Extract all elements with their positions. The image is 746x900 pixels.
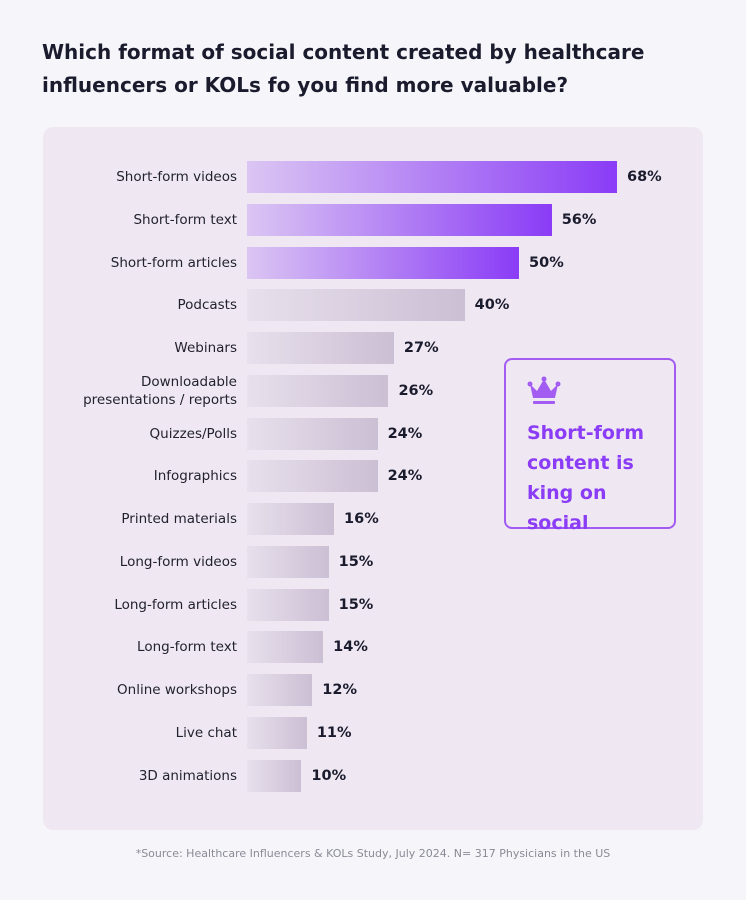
crown-icon xyxy=(527,376,561,404)
bar xyxy=(247,161,617,193)
bar xyxy=(247,716,307,749)
value-label: 50% xyxy=(529,254,564,271)
value-label: 24% xyxy=(387,425,423,442)
value-label: 11% xyxy=(316,724,352,741)
category-label: Long-form articles xyxy=(114,596,237,613)
bar xyxy=(247,588,329,621)
category-label: Short-form articles xyxy=(110,254,237,271)
value-label: 24% xyxy=(387,468,423,485)
value-label: 27% xyxy=(403,340,439,356)
category-label: Online workshops xyxy=(117,682,237,698)
category-label: 3D animations xyxy=(138,767,237,784)
bar xyxy=(247,503,335,535)
bar xyxy=(247,374,389,407)
bar xyxy=(247,674,313,706)
category-label: Short-form videos xyxy=(116,169,237,185)
category-label: Quizzes/Polls xyxy=(149,425,237,442)
bar xyxy=(247,246,520,279)
bar xyxy=(247,545,329,578)
category-label: Short-form text xyxy=(133,211,237,228)
chart-title: Which format of social content created b… xyxy=(42,40,645,97)
value-label: 68% xyxy=(627,169,662,185)
bar xyxy=(247,417,378,450)
value-label: 10% xyxy=(311,767,347,784)
category-label: Printed materials xyxy=(121,511,237,527)
value-label: 12% xyxy=(322,682,357,698)
bar xyxy=(247,759,302,792)
bar xyxy=(247,460,378,493)
category-label: Podcasts xyxy=(177,297,237,314)
value-label: 16% xyxy=(344,511,379,527)
category-label: Infographics xyxy=(153,468,237,485)
category-label: Webinars xyxy=(174,340,237,356)
category-label: Downloadable presentations / reports xyxy=(83,373,237,408)
category-label: Long-form videos xyxy=(119,553,237,570)
bar xyxy=(247,631,324,664)
annotation-box: Short-form content is king on social xyxy=(504,358,676,534)
category-label: Live chat xyxy=(175,724,237,741)
chart-panel: Short-form content is king on social Sho… xyxy=(43,127,703,830)
bar xyxy=(247,289,465,322)
value-label: 26% xyxy=(398,382,434,399)
value-label: 15% xyxy=(338,596,374,613)
value-label: 14% xyxy=(333,639,368,656)
value-label: 56% xyxy=(561,211,597,228)
category-label: Long-form text xyxy=(137,639,237,656)
value-label: 15% xyxy=(338,553,374,570)
bar xyxy=(247,332,394,364)
bar xyxy=(247,203,552,236)
value-label: 40% xyxy=(474,297,510,314)
annotation: Short-form content is king on social xyxy=(527,422,645,534)
source-note: *Source: Healthcare Influencers & KOLs S… xyxy=(135,847,611,860)
